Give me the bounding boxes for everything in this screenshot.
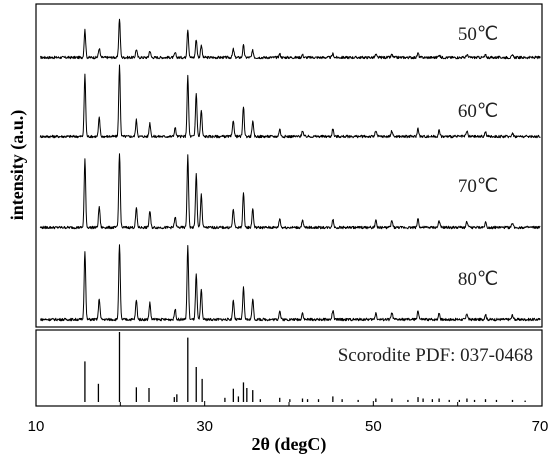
x-tick-label: 10 [28, 418, 45, 435]
x-axis-title: 2θ (degC) [252, 434, 327, 454]
reference-sticks [84, 332, 526, 402]
x-tick-label: 70 [532, 418, 549, 435]
trace-80c [40, 244, 541, 322]
series-label-50c: 50℃ [458, 24, 498, 45]
series-label-70c: 70℃ [458, 176, 498, 197]
trace-50c [40, 18, 541, 60]
reference-panel-frame [35, 329, 543, 407]
y-axis-title: intensity (a.u.) [7, 110, 28, 221]
series-label-60c: 60℃ [458, 101, 498, 122]
series-labels: 50℃ 60℃ 70℃ 80℃ [458, 24, 498, 290]
x-tick-label: 30 [196, 418, 213, 435]
sample-traces [39, 18, 541, 322]
trace-60c [39, 64, 541, 139]
trace-70c [39, 153, 541, 230]
series-label-80c: 80℃ [458, 269, 498, 290]
x-tick-label: 50 [365, 418, 382, 435]
samples-panel-frame [35, 3, 543, 328]
reference-label: Scorodite PDF: 037-0468 [338, 345, 533, 366]
x-axis-ticks: 10 30 50 70 [28, 401, 549, 435]
